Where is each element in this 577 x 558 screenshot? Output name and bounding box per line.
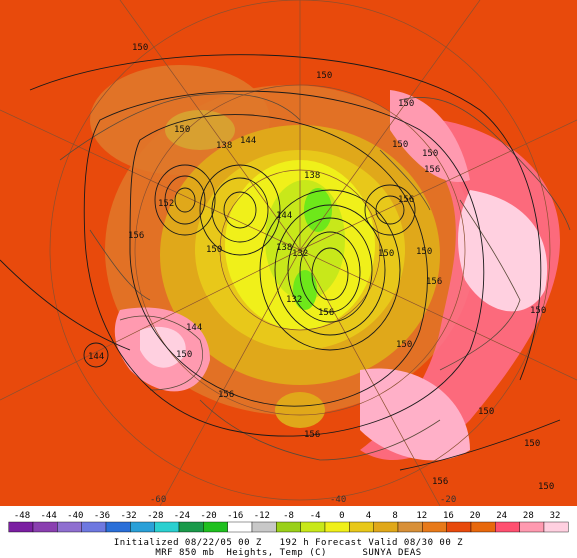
colorbar-tick-label: 8	[392, 511, 397, 521]
colorbar-swatch	[519, 521, 545, 533]
contour-label: 150	[378, 249, 394, 259]
contour-label: 150	[392, 140, 408, 150]
contour-label: 150	[398, 99, 414, 109]
contour-label: 156	[218, 390, 234, 400]
contour-label: 150	[316, 71, 332, 81]
colorbar-tick-label: -12	[254, 511, 270, 521]
colorbar-tick-label: -8	[283, 511, 294, 521]
contour-label: 150	[524, 439, 540, 449]
contour-label: 132	[286, 295, 302, 305]
contour-label: 152	[158, 199, 174, 209]
colorbar-swatch	[105, 521, 131, 533]
colorbar-tick-label: 20	[470, 511, 481, 521]
colorbar-tick-label: 24	[496, 511, 507, 521]
contour-label: 144	[186, 323, 202, 333]
colorbar-swatch	[57, 521, 82, 533]
colorbar-tick-label: -4	[310, 511, 321, 521]
temperature-colorbar: -48 -44 -40 -36 -32 -28 -24 -20 -16 -12 -8 -4 0 4 8 12 1…	[0, 508, 577, 536]
colorbar-swatch	[32, 521, 58, 533]
colorbar-tick-label: -24	[174, 511, 190, 521]
colorbar-swatch	[130, 521, 155, 533]
colorbar-tick-label: -28	[147, 511, 163, 521]
map-caption: Initialized 08/22/05 00 Z 192 h Forecast…	[0, 538, 577, 558]
contour-label: 138	[276, 243, 292, 253]
contour-label: 150	[416, 247, 432, 257]
colorbar-tick-label: 16	[443, 511, 454, 521]
colorbar-swatch	[251, 521, 277, 533]
caption-line-2: MRF 850 mb Heights, Temp (C) SUNYA DEAS	[155, 548, 422, 558]
colorbar-tick-label: 0	[339, 511, 344, 521]
contour-label: 150	[530, 306, 546, 316]
contour-label: 132	[292, 249, 308, 259]
caption-line-1: Initialized 08/22/05 00 Z 192 h Forecast…	[113, 538, 464, 548]
lon-label: -60	[150, 495, 166, 505]
contour-label: 150	[206, 245, 222, 255]
contour-label: 144	[240, 136, 256, 146]
contour-label: 156	[398, 195, 414, 205]
contour-label: 156	[304, 430, 320, 440]
lon-label: -20	[440, 495, 456, 505]
colorbar-swatch	[324, 521, 350, 533]
height-contours	[0, 54, 561, 471]
colorbar-swatch	[81, 521, 107, 533]
contour-label: 144	[88, 352, 104, 362]
contour-label: 144	[276, 211, 292, 221]
colorbar-tick-label: 28	[523, 511, 534, 521]
contour-label: 138	[216, 141, 232, 151]
colorbar-swatch	[446, 521, 472, 533]
contour-label: 150	[478, 407, 494, 417]
contour-labels: 150 150 150 150 150 144 138 152 156 150 …	[88, 43, 554, 492]
colorbar-swatch	[8, 521, 34, 533]
contour-label: 150	[174, 125, 190, 135]
contour-label: 156	[426, 277, 442, 287]
colorbar-swatch	[203, 521, 228, 533]
colorbar-swatch	[227, 521, 253, 533]
contour-label: 156	[424, 165, 440, 175]
colorbar-tick-label: -44	[41, 511, 57, 521]
colorbar-swatch	[300, 521, 326, 533]
colorbar-swatch	[397, 521, 423, 533]
contour-label: 150	[132, 43, 148, 53]
contour-label: 156	[432, 477, 448, 487]
coastlines	[59, 93, 571, 461]
colorbar-swatch	[543, 521, 569, 533]
colorbar-swatch	[495, 521, 520, 533]
colorbar-tick-label: 32	[550, 511, 561, 521]
colorbar-swatch	[178, 521, 204, 533]
colorbar-swatch	[349, 521, 374, 533]
colorbar-tick-label: -48	[14, 511, 30, 521]
colorbar-swatch	[470, 521, 496, 533]
contour-label: 150	[538, 482, 554, 492]
colorbar-tick-label: 12	[416, 511, 427, 521]
colorbar-swatch	[422, 521, 447, 533]
colorbar-tick-label: -16	[227, 511, 243, 521]
colorbar-tick-label: -36	[94, 511, 110, 521]
longitude-labels: -60 -40 -20	[150, 495, 456, 505]
lat-lon-grid	[0, 0, 577, 506]
colorbar-swatch	[154, 521, 180, 533]
lon-label: -40	[330, 495, 346, 505]
colorbar-tick-label: -40	[67, 511, 83, 521]
contour-label: 156	[128, 231, 144, 241]
colorbar-tick-label: -32	[120, 511, 136, 521]
contour-label: 150	[422, 149, 438, 159]
contour-label: 150	[396, 340, 412, 350]
weather-map: 150 150 150 150 150 144 138 152 156 150 …	[0, 0, 577, 506]
contour-label: 138	[304, 171, 320, 181]
colorbar-swatch	[276, 521, 301, 533]
colorbar-swatch	[373, 521, 399, 533]
contour-label: 150	[176, 350, 192, 360]
colorbar-tick-label: 4	[366, 511, 371, 521]
contour-label: 156	[318, 308, 334, 318]
colorbar-tick-label: -20	[200, 511, 216, 521]
